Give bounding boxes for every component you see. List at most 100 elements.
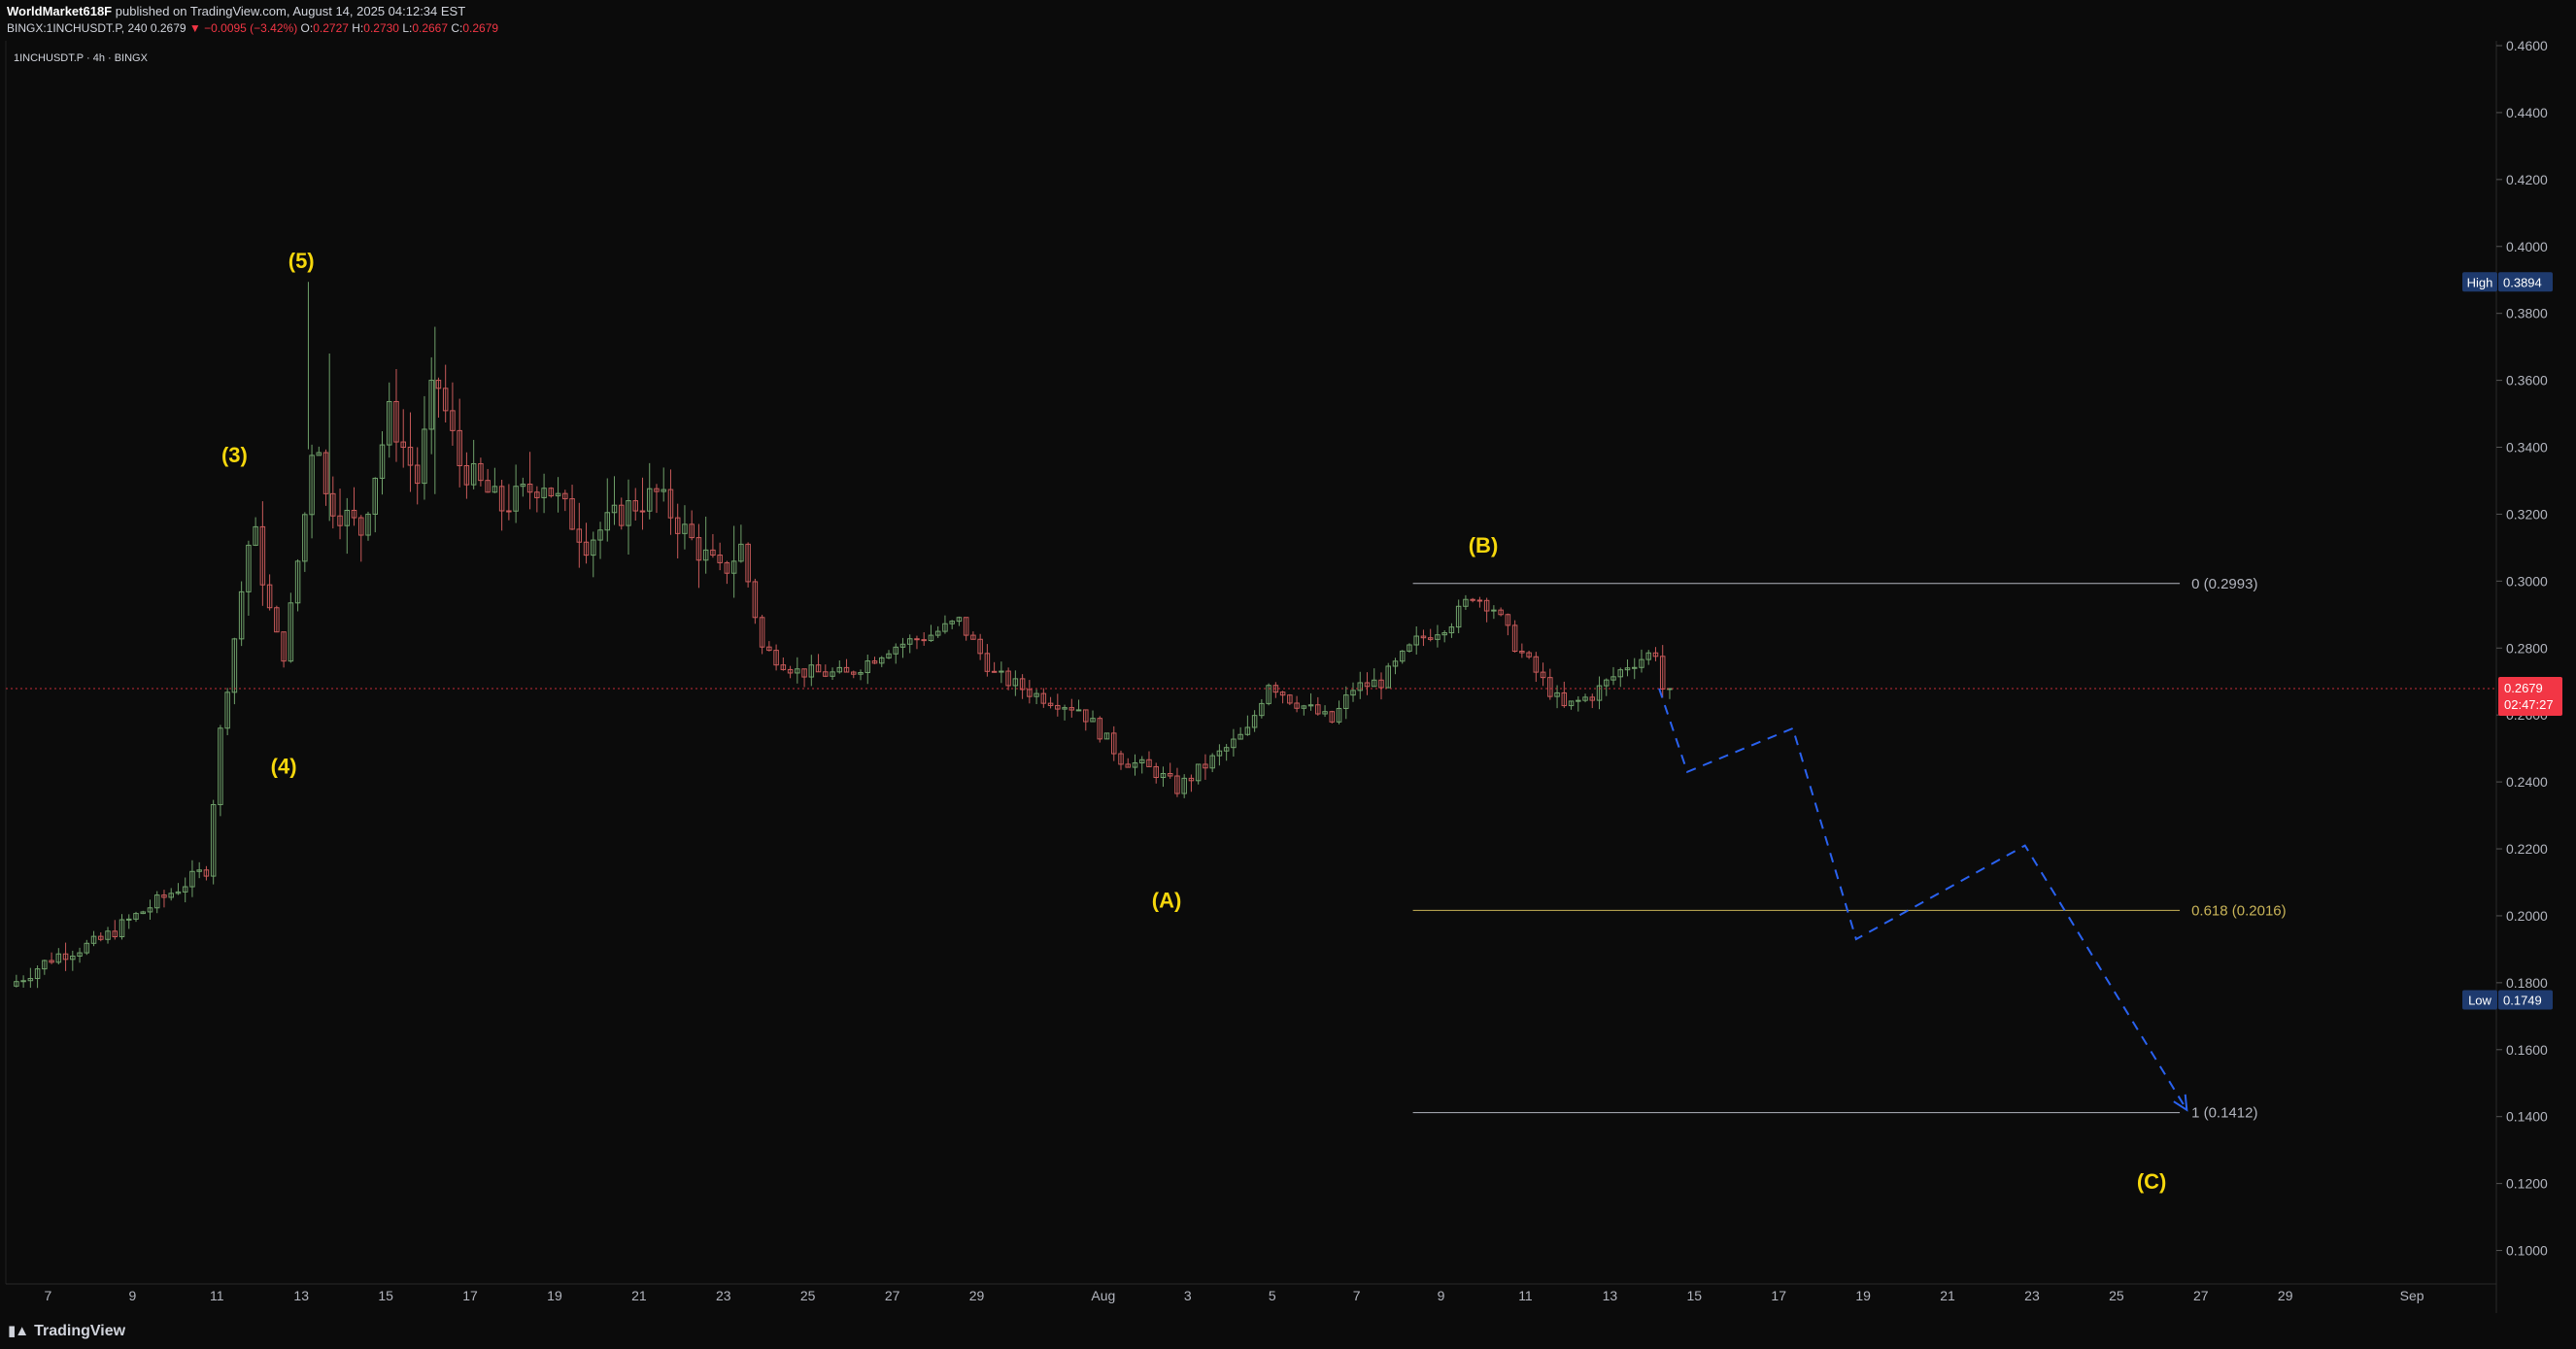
author-name[interactable]: WorldMarket618F	[7, 4, 113, 18]
candle-body	[899, 643, 906, 648]
candle-body	[1167, 773, 1173, 777]
y-tick-label: 0.4200	[2506, 172, 2548, 187]
candle-body	[970, 634, 976, 640]
x-tick-label: 9	[128, 1288, 136, 1303]
close-label: C:	[451, 21, 463, 35]
candle-body	[730, 560, 737, 574]
candle-body	[843, 666, 850, 673]
candle-body	[322, 452, 329, 494]
candle-body	[1554, 691, 1560, 697]
candle-body	[1322, 711, 1328, 715]
candle-body	[1448, 626, 1455, 634]
candle-body	[1181, 777, 1187, 794]
candle-body	[450, 410, 456, 431]
candle-body	[674, 517, 681, 534]
candle-body	[1111, 732, 1117, 755]
candle-body	[1075, 709, 1082, 712]
candle-body	[823, 671, 829, 677]
projection-polyline[interactable]	[1658, 688, 2188, 1111]
x-tick-label: 5	[1269, 1288, 1276, 1303]
candle-body	[914, 638, 920, 641]
candle-body	[1399, 650, 1406, 662]
low-label: L:	[402, 21, 413, 35]
candle-body	[562, 492, 568, 500]
candle-body	[1005, 670, 1011, 687]
candle-body	[1209, 755, 1215, 769]
candle-body	[752, 581, 759, 619]
candle-body	[963, 617, 969, 636]
candle-body	[457, 429, 462, 466]
high-label: H:	[352, 21, 364, 35]
tradingview-logo[interactable]: ▮▲ TradingView	[8, 1322, 125, 1340]
x-tick-label: 29	[969, 1288, 985, 1303]
price-chart[interactable]: 0.4600 0.4400 0.4200 0.4000 0.3800 0.3600 0.34…	[0, 41, 2576, 1313]
projection-arrowhead	[2173, 1094, 2188, 1112]
candle-body	[294, 560, 301, 604]
projection-path[interactable]	[1658, 688, 2188, 1112]
tradingview-logo-icon: ▮▲	[8, 1323, 29, 1339]
candle-body	[1547, 677, 1553, 697]
wave-labels: (3) (4) (5) (A) (B) (C)	[221, 249, 2166, 1194]
candle-body	[1055, 704, 1061, 710]
candle-body	[351, 509, 357, 519]
candle-body	[1083, 709, 1089, 723]
candle-body	[604, 512, 611, 531]
candle-body	[119, 919, 125, 938]
wave-label[interactable]: (B)	[1469, 533, 1499, 557]
x-tick-label: 17	[462, 1288, 478, 1303]
candle-body	[422, 428, 427, 485]
chart-header: WorldMarket618F published on TradingView…	[0, 0, 2576, 41]
candle-body	[84, 942, 90, 954]
wave-label[interactable]: (4)	[271, 754, 297, 778]
fib-retracement[interactable]: 0 (0.2993) 0.618 (0.2016) 1 (0.1412)	[1412, 576, 2287, 1122]
candle-body	[1427, 637, 1434, 640]
wave-label[interactable]: (A)	[1152, 888, 1182, 912]
x-tick-label: 27	[885, 1288, 900, 1303]
candle-body	[619, 504, 625, 526]
symbol-legend[interactable]: 1INCHUSDT.P · 4h · BINGX	[14, 52, 148, 64]
wave-label[interactable]: (3)	[221, 443, 248, 467]
candle-body	[175, 891, 182, 894]
candle-body	[1034, 692, 1039, 697]
candle-body	[1118, 753, 1124, 765]
candle-body	[463, 464, 470, 486]
high-badge-label-bg	[2462, 272, 2497, 292]
candle-body	[1652, 652, 1659, 658]
candle-body	[1576, 699, 1581, 702]
candle-body	[654, 488, 660, 492]
x-tick-label: 29	[2278, 1288, 2293, 1303]
candle-body	[513, 486, 519, 512]
candle-body	[1132, 762, 1138, 768]
symbol-interval[interactable]: BINGX:1INCHUSDT.P, 240	[7, 21, 148, 35]
wave-label[interactable]: (5)	[288, 249, 315, 273]
candle-body	[1012, 678, 1019, 687]
candle-body	[942, 623, 948, 632]
candle-body	[1160, 773, 1167, 779]
candle-body	[203, 869, 210, 877]
candle-body	[112, 930, 119, 938]
candle-body	[984, 653, 991, 672]
y-tick-label: 0.2200	[2506, 841, 2548, 857]
wave-label[interactable]: (C)	[2137, 1169, 2167, 1194]
candle-body	[1237, 733, 1243, 740]
time-axis[interactable]: 7 9 11 13 15 17 19 21 23 25 27 29 Aug 3 5 7 9 11 13 15 17 19 2…	[45, 1288, 2424, 1303]
candle-body	[667, 489, 674, 519]
candle-body	[253, 525, 258, 546]
candle-body	[1639, 658, 1644, 668]
publish-line: WorldMarket618F published on TradingView…	[7, 4, 465, 18]
candle-body	[259, 525, 266, 586]
candle-body	[661, 489, 666, 492]
price-axis[interactable]: 0.4600 0.4400 0.4200 0.4000 0.3800 0.3600 0.34…	[2496, 41, 2548, 1259]
candle-body	[1279, 691, 1286, 696]
candle-body	[34, 968, 41, 980]
candlestick-series	[14, 282, 1673, 989]
candle-body	[246, 544, 252, 592]
candle-body	[365, 513, 371, 536]
candle-body	[1047, 702, 1054, 706]
candle-body	[126, 918, 132, 921]
y-tick-label: 0.2000	[2506, 908, 2548, 924]
candle-body	[534, 491, 540, 498]
candle-body	[1463, 598, 1469, 607]
candle-body	[393, 400, 399, 443]
candle-body	[485, 480, 491, 493]
